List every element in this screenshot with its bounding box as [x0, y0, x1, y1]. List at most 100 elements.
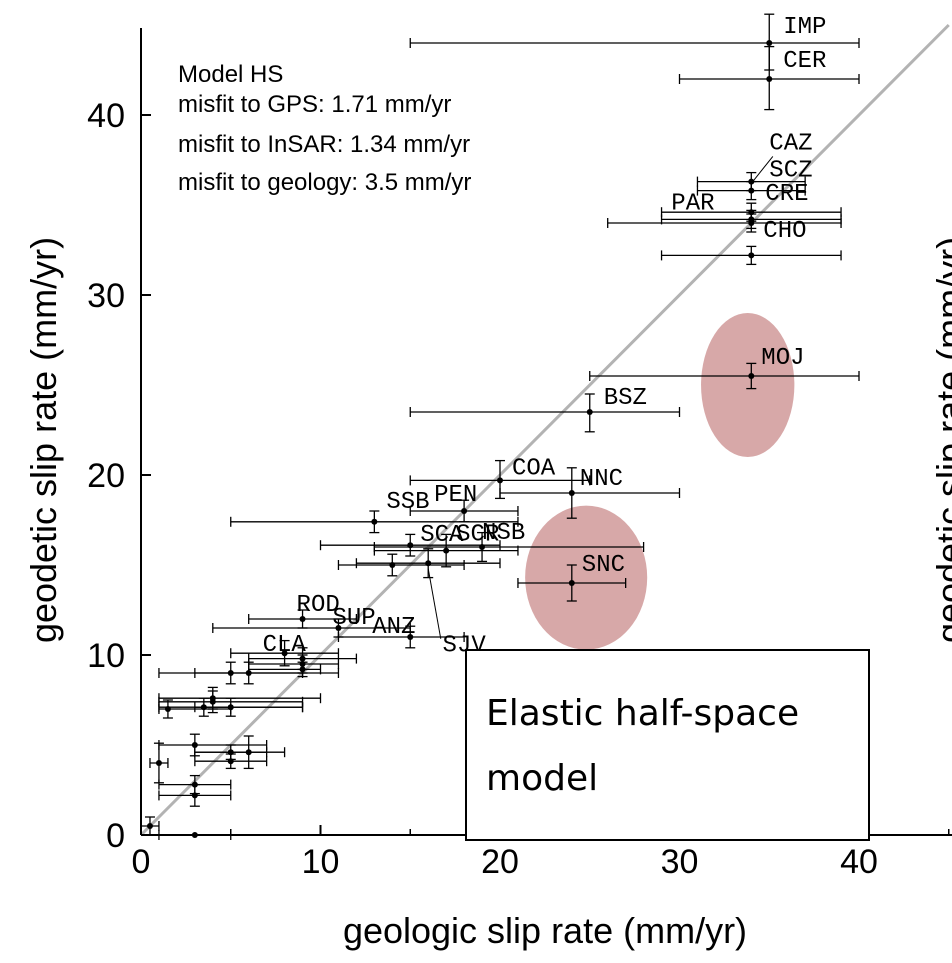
info-model-name: Model HS — [178, 61, 283, 88]
point-marker — [568, 580, 575, 586]
point-marker — [191, 742, 198, 748]
point-marker — [766, 76, 773, 82]
point-marker — [245, 749, 252, 756]
point-label-nsb: NSB — [482, 520, 525, 547]
y-tick-label: 20 — [87, 457, 125, 495]
point-marker — [191, 832, 198, 838]
point-label-pen: PEN — [434, 482, 477, 509]
highlight-ellipse-2 — [525, 505, 648, 650]
point-marker — [299, 616, 306, 622]
point-label-bsz: BSZ — [604, 385, 647, 412]
point-label-sup: SUP — [332, 605, 375, 632]
y-tick-label: 10 — [87, 637, 125, 675]
one-to-one-line — [139, 23, 950, 837]
x-axis-title: geologic slip rate (mm/yr) — [343, 910, 747, 951]
data-point — [409, 393, 681, 433]
x-tick-label: 20 — [481, 843, 519, 881]
point-marker — [281, 650, 288, 657]
point-label-cre: CRE — [765, 181, 808, 208]
point-marker — [766, 40, 773, 46]
point-label-cho: CHO — [763, 218, 806, 245]
point-marker — [407, 634, 414, 640]
y-tick-label: 30 — [87, 277, 125, 315]
point-marker — [371, 518, 378, 525]
point-label-scz: SCZ — [769, 158, 812, 185]
point-label-par: PAR — [671, 190, 714, 217]
y-axis-title: geodetic slip rate (mm/yr) — [23, 237, 64, 643]
point-label-rod: ROD — [297, 592, 340, 619]
point-marker — [191, 792, 198, 799]
x-tick-label: 30 — [661, 843, 699, 881]
data-point — [355, 548, 501, 579]
x-tick-label: 40 — [840, 843, 878, 881]
data-point — [409, 499, 519, 523]
point-marker — [335, 625, 342, 631]
y-tick-label: 0 — [106, 817, 125, 855]
point-label-caz: CAZ — [769, 131, 812, 158]
data-point — [499, 467, 681, 519]
data-point — [140, 816, 160, 836]
point-marker — [748, 187, 755, 194]
x-tick-label: 10 — [302, 843, 340, 881]
point-marker — [748, 252, 755, 259]
leader-line-sjv — [427, 568, 442, 639]
data-point — [660, 245, 842, 266]
model-box: Elastic half-space model — [465, 649, 870, 841]
point-marker — [155, 760, 162, 766]
point-label-coa: COA — [512, 455, 556, 482]
data-point — [158, 686, 322, 710]
data-point — [158, 783, 232, 807]
point-marker — [497, 477, 503, 484]
data-point — [194, 753, 268, 770]
info-misfit-geology: misfit to geology: 3.5 mm/yr — [178, 169, 471, 196]
point-marker — [461, 508, 468, 514]
data-point — [517, 564, 627, 602]
leader-line-scz — [750, 156, 774, 184]
point-label-snc: SNC — [582, 552, 625, 579]
point-marker — [586, 409, 593, 415]
data-point — [337, 625, 465, 649]
point-label-ssb: SSB — [386, 489, 429, 516]
point-label-moj: MOJ — [761, 345, 804, 372]
y-tick-label: 40 — [87, 97, 125, 135]
highlight-ellipses — [525, 313, 795, 650]
data-points — [140, 13, 860, 840]
data-point — [158, 699, 232, 719]
model-box-frame — [465, 649, 870, 841]
point-label-nnc: NNC — [580, 466, 623, 493]
data-point — [589, 362, 860, 390]
point-label-cla: CLA — [263, 632, 307, 659]
x-tick-label: 0 — [132, 843, 151, 881]
data-point — [678, 45, 860, 111]
highlight-ellipse-1 — [701, 313, 795, 457]
model-box-line-1: Elastic half-space — [486, 693, 799, 734]
y-axis-title-clipped: geodetic slip rate (mm/yr) — [929, 237, 952, 643]
point-marker — [748, 373, 755, 379]
data-point — [607, 213, 842, 233]
point-label-imp: IMP — [783, 14, 826, 41]
point-label-cer: CER — [783, 48, 826, 75]
point-marker — [748, 220, 755, 226]
info-misfit-insar: misfit to InSAR: 1.34 mm/yr — [178, 131, 470, 158]
point-label-anz: ANZ — [372, 614, 415, 641]
info-block: Model HS misfit to GPS: 1.71 mm/yr misfi… — [178, 61, 471, 196]
point-marker — [146, 823, 153, 829]
data-point — [373, 533, 519, 568]
point-marker — [425, 560, 432, 567]
point-label-sca: SCA — [420, 522, 464, 549]
data-point — [194, 661, 304, 685]
data-point — [337, 553, 465, 577]
point-marker — [209, 698, 216, 705]
axis-ticks: 0 10 20 30 40 0 10 20 30 40 — [87, 97, 950, 881]
data-point — [149, 742, 169, 784]
point-marker — [227, 758, 234, 765]
point-marker — [227, 670, 234, 676]
data-point — [158, 830, 232, 840]
data-point — [194, 735, 286, 770]
info-misfit-gps: misfit to GPS: 1.71 mm/yr — [178, 91, 451, 118]
point-label-scr: SCR — [456, 522, 499, 549]
point-marker — [568, 490, 575, 496]
data-point — [696, 180, 806, 201]
point-marker — [164, 706, 171, 712]
